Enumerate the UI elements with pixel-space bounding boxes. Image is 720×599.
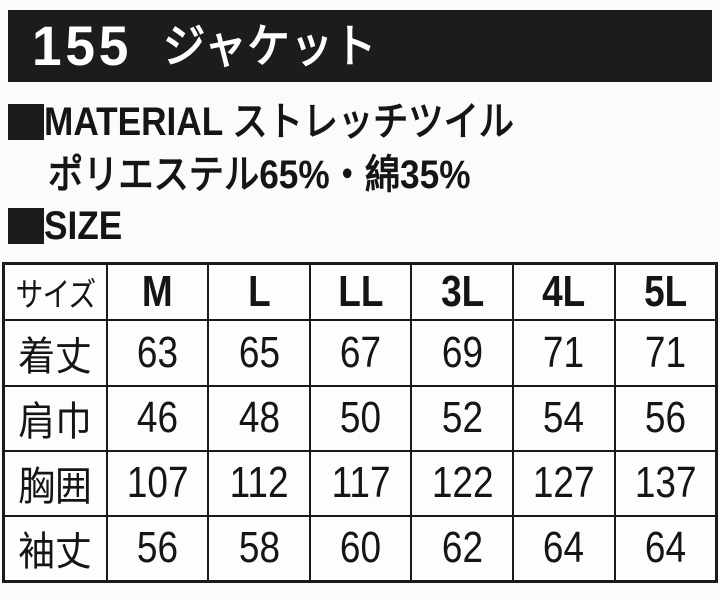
- measurement-label: 袖丈: [2, 514, 108, 583]
- product-title-bar: 155 ジャケット: [8, 10, 712, 82]
- size-value-cell: 64: [512, 514, 616, 583]
- table-row-chest: 胸囲 107 112 117 122 127 137: [2, 449, 718, 517]
- material-composition-text: ポリエステル65%・綿35%: [48, 153, 471, 197]
- size-value-cell: 137: [613, 449, 718, 517]
- size-value-cell: 107: [105, 449, 210, 517]
- table-row-sleeve-length: 袖丈 56 58 60 62 64 64: [2, 514, 718, 583]
- size-value-cell: 62: [410, 514, 515, 583]
- size-value-cell: 127: [512, 449, 616, 517]
- size-col-header-3l: 3L: [410, 262, 515, 322]
- table-row-shoulder-width: 肩巾 46 48 50 52 54 56: [2, 384, 718, 452]
- size-table-header-row: サイズ M L LL 3L 4L 5L: [2, 262, 718, 322]
- material-composition-line: ポリエステル65%・綿35%: [48, 155, 528, 195]
- black-square-bullet-icon: [8, 104, 44, 140]
- size-value-cell: 63: [105, 319, 210, 387]
- size-col-header-l: L: [207, 262, 311, 322]
- measurement-label: 肩巾: [2, 384, 108, 452]
- table-row-body-length: 着丈 63 65 67 69 71 71: [2, 319, 718, 387]
- product-name: ジャケット: [163, 20, 378, 72]
- size-heading-text: SIZE: [44, 204, 123, 248]
- size-value-cell: 52: [410, 384, 515, 452]
- size-value-cell: 48: [207, 384, 311, 452]
- material-heading-line: MATERIAL ストレッチツイル: [8, 102, 578, 142]
- size-value-cell: 71: [613, 319, 718, 387]
- size-value-cell: 56: [105, 514, 210, 583]
- size-value-cell: 60: [308, 514, 413, 583]
- size-col-header-5l: 5L: [613, 262, 718, 322]
- size-value-cell: 65: [207, 319, 311, 387]
- size-value-cell: 54: [512, 384, 616, 452]
- size-value-cell: 112: [207, 449, 311, 517]
- product-number: 155: [32, 14, 133, 77]
- material-heading-text: MATERIAL ストレッチツイル: [44, 100, 514, 144]
- measurement-label: 胸囲: [2, 449, 108, 517]
- size-heading-line: SIZE: [8, 206, 133, 246]
- size-col-header-ll: LL: [308, 262, 413, 322]
- size-table-corner-header: サイズ: [2, 262, 108, 322]
- size-value-cell: 71: [512, 319, 616, 387]
- size-value-cell: 64: [613, 514, 718, 583]
- size-value-cell: 56: [613, 384, 718, 452]
- measurement-label: 着丈: [2, 319, 108, 387]
- size-value-cell: 122: [410, 449, 515, 517]
- size-col-header-4l: 4L: [512, 262, 616, 322]
- size-col-header-m: M: [105, 262, 210, 322]
- size-value-cell: 50: [308, 384, 413, 452]
- black-square-bullet-icon: [8, 208, 44, 244]
- size-value-cell: 69: [410, 319, 515, 387]
- size-value-cell: 58: [207, 514, 311, 583]
- size-value-cell: 46: [105, 384, 210, 452]
- size-table: サイズ M L LL 3L 4L 5L 着丈 63 65 67 69 71 71…: [2, 262, 718, 583]
- size-value-cell: 67: [308, 319, 413, 387]
- size-value-cell: 117: [308, 449, 413, 517]
